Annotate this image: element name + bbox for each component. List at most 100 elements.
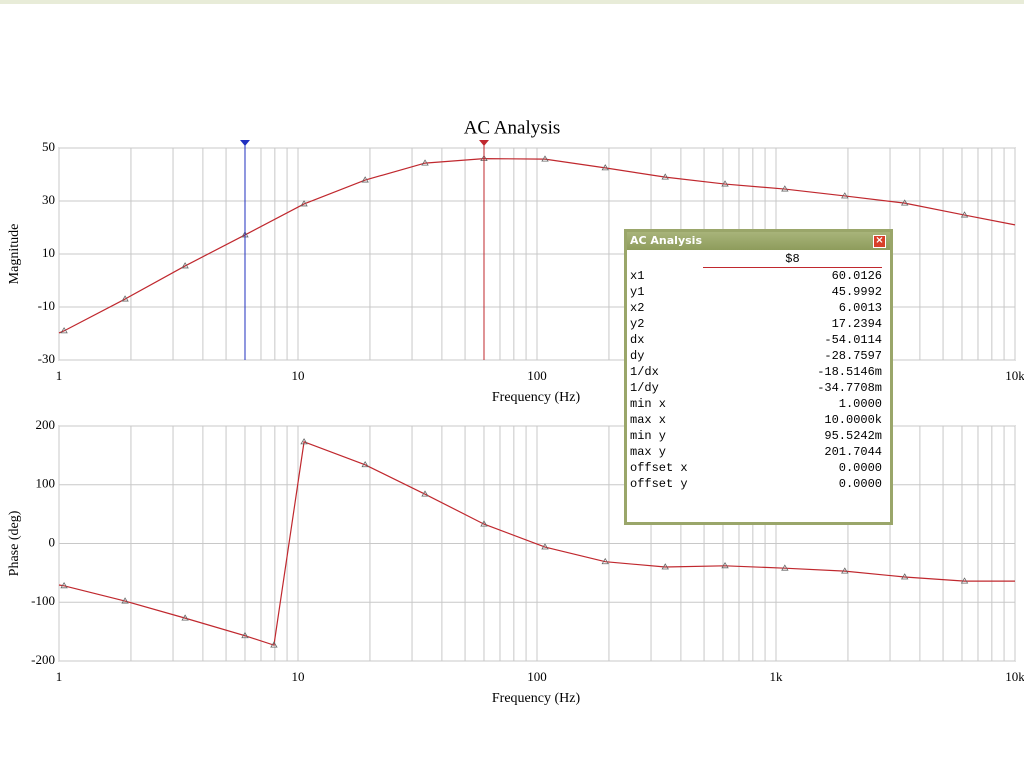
panel-value: 45.9992: [831, 285, 882, 299]
y-tick-label: -30: [38, 351, 55, 366]
data-marker: [121, 295, 129, 302]
panel-value: -28.7597: [824, 349, 882, 363]
panel-row: offset x 0.0000: [627, 460, 890, 476]
panel-value: 201.7044: [824, 445, 882, 459]
y-tick-label: 30: [42, 192, 55, 207]
data-marker: [900, 573, 909, 580]
x-tick-label: 100: [527, 669, 547, 684]
data-marker: [421, 490, 429, 497]
y-axis-label: Phase (deg): [7, 510, 22, 576]
panel-row: min x 1.0000: [627, 396, 890, 412]
panel-row: x2 6.0013: [627, 300, 890, 316]
data-marker: [721, 562, 729, 569]
data-marker: [841, 192, 849, 199]
panel-label: dx: [630, 333, 645, 347]
panel-label: dy: [630, 349, 645, 363]
window-edge: [0, 0, 1024, 4]
data-marker: [541, 155, 549, 162]
panel-label: min y: [630, 429, 667, 443]
panel-row: offset y 0.0000: [627, 476, 890, 492]
panel-row: min y 95.5242m: [627, 428, 890, 444]
panel-value: -54.0114: [824, 333, 882, 347]
panel-label: max x: [630, 413, 667, 427]
data-marker: [661, 173, 669, 180]
panel-label: max y: [630, 445, 667, 459]
panel-value: 6.0013: [838, 301, 882, 315]
data-marker: [841, 567, 849, 574]
rows: x1 60.0126 y1 45.9992 x2 6.0013 y2 17.2394 dx -54…: [627, 268, 890, 492]
x-tick-label: 10k: [1005, 368, 1024, 383]
panel-row: dx -54.0114: [627, 332, 890, 348]
chart-title: AC Analysis: [464, 117, 561, 138]
data-marker: [361, 176, 369, 183]
series-line: [58, 157, 1016, 334]
data-marker: [121, 597, 129, 604]
panel-row: 1/dx -18.5146m: [627, 364, 890, 380]
x-tick-label: 100: [527, 368, 547, 383]
data-marker: [721, 180, 729, 187]
panel-label: offset y: [630, 477, 688, 491]
y-tick-label: -200: [31, 652, 55, 667]
data-marker: [900, 199, 909, 206]
data-marker: [601, 164, 609, 171]
trace-name: $8: [703, 252, 882, 268]
panel-value: 17.2394: [831, 317, 882, 331]
cursor-handle: [240, 140, 251, 146]
panel-value: 1.0000: [838, 397, 882, 411]
panel-value: -18.5146m: [817, 365, 882, 379]
x-tick-label: 10: [292, 669, 305, 684]
x-axis-label: Frequency (Hz): [492, 390, 581, 405]
data-marker: [781, 185, 789, 192]
panel-label: x2: [630, 301, 645, 315]
y-tick-label: -10: [38, 298, 55, 313]
data-marker: [300, 438, 308, 445]
x-tick-label: 10k: [1005, 669, 1024, 684]
panel-row: dy -28.7597: [627, 348, 890, 364]
data-marker: [781, 564, 789, 571]
y-tick-label: -100: [31, 593, 55, 608]
data-marker: [541, 543, 549, 550]
x-tick-label: 10: [292, 368, 305, 383]
data-marker: [601, 557, 609, 565]
panel-value: 60.0126: [831, 269, 882, 283]
data-marker: [661, 563, 669, 570]
panel-label: y2: [630, 317, 645, 331]
panel-label: 1/dy: [630, 381, 659, 395]
panel-value: 0.0000: [838, 477, 882, 491]
data-marker: [270, 641, 278, 648]
y-tick-label: 0: [49, 534, 56, 549]
data-marker: [60, 582, 68, 589]
panel-row: max x 10.0000k: [627, 412, 890, 428]
y-tick-label: 200: [36, 417, 56, 432]
data-marker: [421, 159, 429, 166]
panel-row: 1/dy -34.7708m: [627, 380, 890, 396]
panel-row: max y 201.7044: [627, 444, 890, 460]
data-marker: [300, 200, 308, 207]
panel-value: 0.0000: [838, 461, 882, 475]
data-marker: [480, 520, 488, 527]
panel-label: x1: [630, 269, 645, 283]
data-marker: [960, 211, 969, 218]
data-marker: [181, 614, 189, 621]
x-tick-label: 1: [56, 669, 63, 684]
data-marker: [241, 631, 249, 639]
x-tick-label: 1k: [770, 669, 784, 684]
panel-row: y1 45.9992: [627, 284, 890, 300]
data-marker: [960, 577, 969, 584]
cursor-handle: [478, 140, 489, 146]
panel-row: x1 60.0126: [627, 268, 890, 284]
panel-title: AC Analysis ×: [627, 232, 890, 250]
panel-value: -34.7708m: [817, 381, 882, 395]
close-button[interactable]: ×: [873, 235, 886, 248]
data-marker: [181, 262, 189, 269]
series-line: [58, 441, 1015, 646]
panel-label: offset x: [630, 461, 688, 475]
data-marker: [361, 460, 369, 468]
cursor-panel: AC Analysis × $8 x1 60.0126 y1 45.9992 x2 6.00…: [624, 229, 893, 525]
y-tick-label: 100: [36, 476, 56, 491]
x-axis-label: Frequency (Hz): [492, 691, 581, 706]
x-tick-label: 1: [56, 368, 63, 383]
panel-label: min x: [630, 397, 667, 411]
y-tick-label: 50: [42, 139, 55, 154]
